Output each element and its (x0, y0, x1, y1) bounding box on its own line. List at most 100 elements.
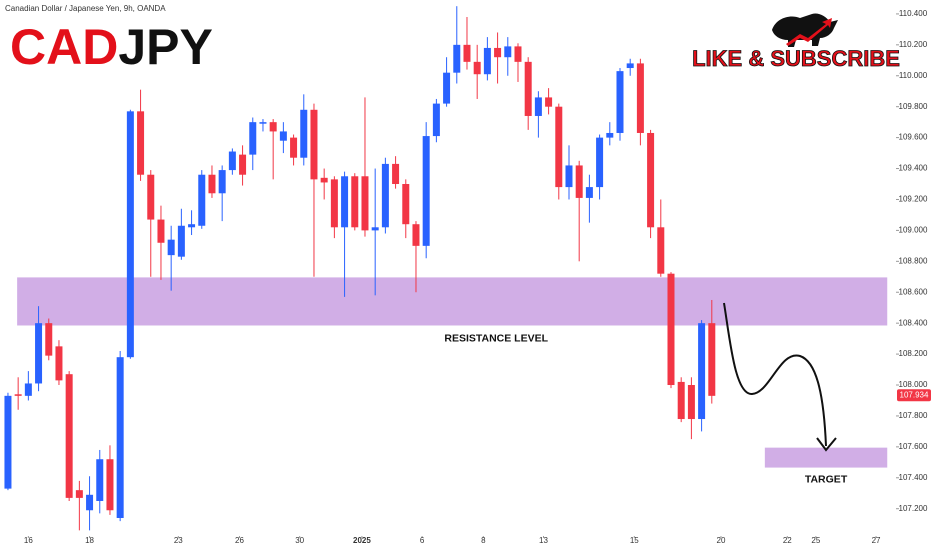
candle-body (137, 111, 145, 175)
x-tick-label: 8 (481, 536, 486, 545)
y-tick-label: 108.600 (899, 287, 928, 296)
candle-body (65, 374, 73, 498)
candle-body (687, 385, 695, 420)
candle-body (422, 136, 430, 246)
zones: RESISTANCE LEVEL TARGET (17, 277, 888, 485)
candle-body (616, 71, 624, 133)
candle-body (402, 184, 410, 225)
candle-body (708, 323, 716, 396)
y-tick-label: 109.200 (899, 195, 928, 204)
candle-body (269, 122, 277, 132)
candle-body (698, 323, 706, 420)
candle-body (218, 170, 226, 194)
candle-body (320, 177, 328, 183)
candle-body (147, 174, 155, 220)
candle-body (453, 44, 461, 73)
candle-body (606, 132, 614, 138)
candle-body (45, 323, 53, 356)
candle-body (381, 163, 389, 228)
candle-body (259, 122, 267, 124)
candle-body (208, 174, 216, 194)
x-tick-label: 15 (630, 536, 639, 545)
zone (764, 447, 888, 468)
candle-body (188, 224, 196, 228)
candle-body (677, 381, 685, 420)
candle-body (657, 227, 665, 274)
candle-body (4, 395, 12, 489)
candle-body (198, 174, 206, 226)
projection-arrow (723, 302, 827, 447)
candle-body (371, 227, 379, 231)
candle-body (463, 44, 471, 62)
x-tick-label: 26 (235, 536, 244, 545)
candle-body (126, 111, 134, 358)
candle-body (545, 97, 553, 107)
y-tick-label: 110.000 (899, 71, 928, 80)
y-tick-label: 109.400 (899, 164, 928, 173)
y-tick-label: 107.600 (899, 442, 928, 451)
y-tick-label: 107.400 (899, 473, 928, 482)
candle-body (116, 357, 124, 518)
x-tick-label: 30 (295, 536, 304, 545)
candle-body (14, 394, 22, 396)
candle-body (310, 109, 318, 180)
y-tick-label: 109.800 (899, 102, 928, 111)
candle-body (667, 273, 675, 386)
promo-text: LIKE & SUBSCRIBE (692, 46, 900, 71)
y-tick-label: 110.400 (899, 9, 928, 18)
y-tick-label: 109.000 (899, 225, 928, 234)
x-tick-label: 27 (872, 536, 881, 545)
candle-body (494, 47, 502, 58)
candles (4, 6, 716, 531)
candle-body (473, 61, 481, 75)
candle-body (443, 72, 451, 104)
candle-body (524, 61, 532, 116)
candle-body (75, 490, 83, 498)
y-tick-label: 108.800 (899, 256, 928, 265)
candle-body (167, 239, 175, 256)
candle-body (432, 103, 440, 137)
candle-body (300, 109, 308, 158)
candle-body (392, 163, 400, 185)
y-tick-label: 107.200 (899, 504, 928, 513)
candle-body (35, 323, 43, 384)
x-tick-label: 22 (783, 536, 792, 545)
candle-body (86, 494, 94, 511)
candle-body (565, 165, 573, 188)
x-tick-label: 25 (811, 536, 820, 545)
arrow-head (816, 437, 837, 452)
last-price-label: 107.934 (900, 390, 929, 399)
candle-body (585, 187, 593, 198)
candle-body (177, 225, 185, 257)
bull-logo (772, 13, 838, 48)
x-tick-label: 23 (174, 536, 183, 545)
y-tick-label: 108.000 (899, 380, 928, 389)
candle-body (412, 224, 420, 246)
y-tick-label: 107.800 (899, 411, 928, 420)
symbol-base: CAD (10, 19, 118, 75)
x-tick-label: 16 (24, 536, 33, 545)
candle-body (290, 137, 298, 158)
candle-body (279, 131, 287, 141)
last-price-tag (897, 389, 931, 402)
y-tick-label: 109.600 (899, 133, 928, 142)
x-tick-label: 6 (420, 536, 425, 545)
y-tick-label: 108.400 (899, 318, 928, 327)
axes: 107.200 107.400 107.600 107.800 108.000 108.2… (24, 9, 931, 545)
candle-body (341, 176, 349, 228)
candle-body (596, 137, 604, 188)
candle-body (96, 459, 104, 501)
candle-body (504, 46, 512, 58)
candle-body (228, 151, 236, 171)
chart-subtitle: Canadian Dollar / Japanese Yen, 9h, OAND… (5, 4, 166, 13)
candle-body (157, 219, 165, 243)
symbol-quote: JPY (118, 19, 213, 75)
zone-label: RESISTANCE LEVEL (444, 332, 548, 344)
y-tick-label: 110.200 (899, 40, 928, 49)
x-tick-label: 2025 (353, 536, 371, 545)
candle-body (55, 346, 63, 381)
candle-body (249, 122, 257, 155)
candle-body (351, 176, 359, 228)
x-tick-label: 13 (539, 536, 548, 545)
